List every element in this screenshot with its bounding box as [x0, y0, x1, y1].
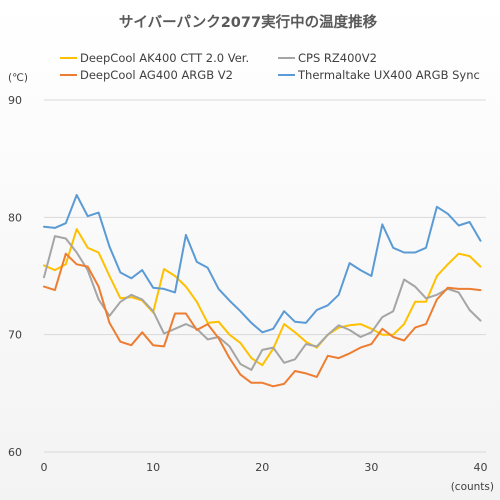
gridlines — [44, 99, 486, 453]
legend-item: Thermaltake UX400 ARGB Sync — [278, 68, 480, 82]
series-line-2 — [43, 235, 482, 371]
chart-title: サイバーパンク2077実行中の温度推移 — [119, 13, 378, 31]
x-tick-label: 10 — [146, 461, 160, 474]
legend-item: DeepCool AG400 ARGB V2 — [60, 68, 233, 82]
series-line-4 — [43, 194, 482, 334]
x-axis-ticks: 0 10 20 30 40 — [41, 461, 488, 474]
y-axis-unit-label: (℃) — [8, 72, 28, 84]
y-tick-label: 60 — [8, 446, 22, 459]
y-tick-label: 80 — [8, 211, 22, 224]
legend-label: DeepCool AG400 ARGB V2 — [80, 68, 233, 82]
series-line-3 — [43, 252, 482, 388]
legend-label: DeepCool AK400 CTT 2.0 Ver. — [80, 51, 249, 65]
series-line-1 — [43, 228, 482, 367]
x-tick-label: 40 — [474, 461, 488, 474]
x-tick-label: 30 — [364, 461, 378, 474]
x-tick-label: 20 — [255, 461, 269, 474]
y-tick-label: 90 — [8, 94, 22, 107]
legend-label: CPS RZ400V2 — [298, 51, 377, 65]
legend-label: Thermaltake UX400 ARGB Sync — [297, 68, 480, 82]
legend: DeepCool AK400 CTT 2.0 Ver. CPS RZ400V2 De… — [60, 51, 480, 82]
series-lines — [43, 194, 482, 388]
y-tick-label: 70 — [8, 329, 22, 342]
legend-item: CPS RZ400V2 — [278, 51, 377, 65]
y-axis-ticks: 60 70 80 90 — [8, 94, 22, 459]
x-tick-label: 0 — [41, 461, 48, 474]
legend-item: DeepCool AK400 CTT 2.0 Ver. — [60, 51, 249, 65]
x-axis-unit-label: (counts) — [451, 481, 494, 493]
